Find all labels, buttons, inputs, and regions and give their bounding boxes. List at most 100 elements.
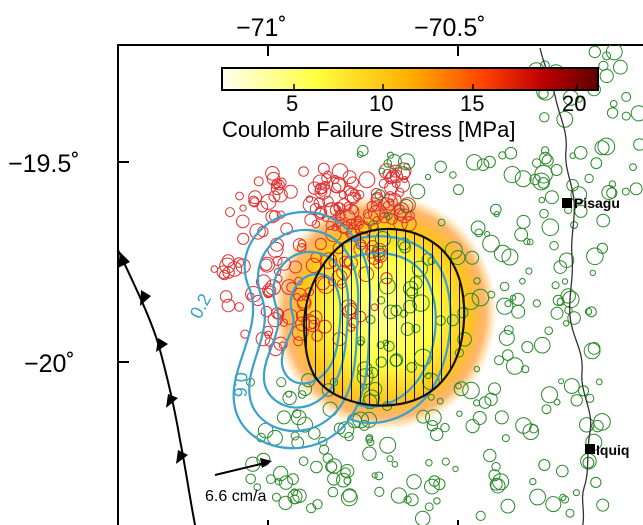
aftershock-marker [621, 111, 631, 121]
aftershock-marker [494, 355, 504, 366]
aftershock-marker [310, 460, 323, 474]
aftershock-marker [559, 493, 567, 501]
aftershock-marker [537, 177, 550, 189]
aftershock-marker [538, 196, 546, 204]
aftershock-marker [552, 294, 564, 306]
aftershock-marker [287, 473, 299, 486]
aftershock-marker [473, 399, 481, 407]
aftershock-marker [506, 357, 524, 375]
aftershock-marker [589, 269, 596, 277]
aftershock-marker [556, 111, 574, 128]
aftershock-marker [529, 173, 541, 186]
aftershock-marker [322, 453, 334, 464]
aftershock-marker [433, 478, 446, 491]
aftershock-marker [374, 189, 386, 201]
aftershock-marker [371, 200, 383, 212]
aftershock-marker [273, 465, 289, 482]
aftershock-marker [532, 299, 541, 308]
aftershock-marker [396, 208, 412, 224]
aftershock-marker [575, 95, 583, 103]
aftershock-marker [539, 112, 550, 123]
lat-tick-label: −19.5˚ [8, 150, 80, 178]
aftershock-marker [362, 446, 377, 461]
aftershock-marker [344, 187, 360, 204]
aftershock-marker [523, 238, 531, 246]
aftershock-marker [491, 462, 501, 472]
colorbar-tick: 10 [369, 91, 393, 116]
aftershock-marker [337, 421, 355, 439]
aftershock-marker [594, 140, 610, 156]
aftershock-marker [386, 455, 394, 463]
aftershock-marker [488, 382, 501, 396]
lon-tick-label: −71˚ [236, 14, 287, 42]
aftershock-marker [362, 209, 373, 219]
aftershock-marker [333, 202, 346, 215]
aftershock-marker [549, 241, 559, 251]
aftershock-marker [277, 256, 292, 271]
aftershock-marker [474, 228, 484, 238]
aftershock-marker [465, 250, 480, 265]
aftershock-marker [501, 248, 519, 266]
aftershock-marker [529, 488, 546, 506]
aftershock-marker [348, 204, 359, 215]
aftershock-marker [541, 386, 558, 404]
aftershock-marker [424, 173, 432, 181]
velocity-vector: 6.6 cm/a [205, 458, 272, 505]
aftershock-marker [472, 411, 487, 425]
city-label: Iquiq [596, 442, 629, 458]
aftershock-marker [534, 336, 551, 354]
aftershock-marker [470, 220, 486, 236]
aftershock-marker [294, 276, 303, 286]
aftershock-marker [596, 213, 611, 228]
aftershock-marker [307, 181, 321, 195]
aftershock-marker [384, 211, 393, 221]
aftershock-marker [293, 293, 302, 301]
aftershock-marker [416, 409, 431, 424]
aftershock-marker [331, 163, 349, 180]
aftershock-marker [572, 489, 580, 497]
contour-label: 0.6 [230, 372, 251, 398]
aftershock-marker [409, 183, 426, 200]
aftershock-marker [256, 274, 271, 290]
lat-tick-label: −20˚ [24, 350, 75, 378]
aftershock-marker [271, 492, 281, 502]
aftershock-marker [621, 187, 630, 196]
colorbar-label: Coulomb Failure Stress [MPa] [222, 117, 515, 142]
aftershock-marker [550, 306, 564, 320]
aftershock-marker [327, 472, 341, 486]
aftershock-marker [450, 250, 466, 266]
aftershock-marker [498, 329, 515, 346]
aftershock-marker [245, 473, 256, 485]
aftershock-marker [473, 365, 480, 373]
aftershock-marker [541, 218, 560, 237]
aftershock-marker [595, 378, 603, 386]
aftershock-marker [437, 218, 446, 227]
aftershock-marker [558, 252, 575, 268]
aftershock-marker [573, 146, 588, 160]
aftershock-marker [260, 305, 273, 318]
aftershock-marker [544, 190, 559, 205]
aftershock-marker [590, 476, 602, 488]
slip-patch [303, 227, 466, 407]
aftershock-marker [449, 171, 457, 179]
aftershock-marker [406, 474, 422, 490]
aftershock-marker [502, 349, 514, 361]
aftershock-marker [235, 258, 251, 274]
aftershock-marker [597, 137, 616, 156]
aftershock-marker [325, 220, 335, 231]
aftershock-marker [384, 180, 399, 195]
aftershock-marker [567, 311, 581, 325]
aftershock-marker [293, 336, 304, 347]
aftershock-marker [494, 410, 509, 425]
aftershock-marker [353, 218, 362, 227]
aftershock-marker [427, 393, 435, 401]
aftershock-marker [268, 190, 281, 203]
aftershock-marker [379, 436, 397, 454]
aftershock-marker [391, 461, 399, 468]
aftershock-marker [564, 306, 573, 315]
aftershock-marker [453, 184, 464, 196]
aftershock-marker [500, 498, 516, 514]
aftershock-marker [386, 154, 402, 170]
aftershock-marker [465, 419, 480, 434]
aftershock-marker [386, 169, 400, 184]
